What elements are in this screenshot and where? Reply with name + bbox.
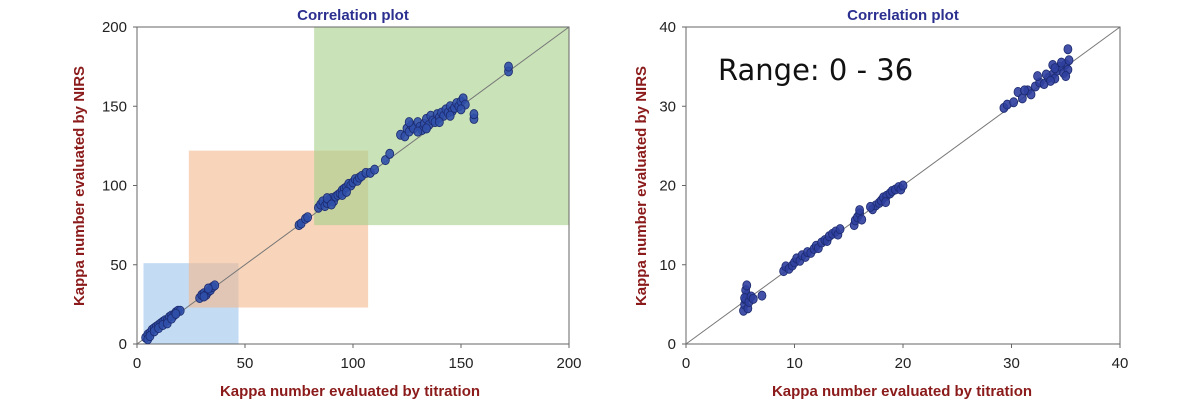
data-point bbox=[1046, 75, 1055, 86]
data-point bbox=[370, 164, 380, 175]
data-point bbox=[757, 290, 767, 301]
y-tick-label: 30 bbox=[659, 98, 676, 115]
x-tick-label: 0 bbox=[682, 355, 690, 372]
range-annotation: Range: 0 - 36 bbox=[718, 53, 913, 87]
correlation-plot-right: 0 10 20 30 40 0 10 20 30 40 Correlation plot Ran… bbox=[633, 7, 1128, 400]
y-tick-label: 150 bbox=[102, 98, 127, 115]
data-point bbox=[326, 199, 336, 210]
x-tick-label: 10 bbox=[786, 355, 803, 372]
data-point bbox=[835, 224, 845, 235]
data-point bbox=[857, 214, 867, 225]
x-tick-label: 30 bbox=[1003, 355, 1020, 372]
data-point bbox=[1057, 57, 1066, 68]
data-point bbox=[1050, 63, 1060, 74]
data-points bbox=[141, 61, 513, 345]
data-point bbox=[504, 61, 513, 72]
x-tick-labels: 0 10 20 30 40 bbox=[682, 344, 1129, 372]
y-tick-label: 100 bbox=[102, 178, 127, 195]
data-point bbox=[422, 123, 431, 134]
data-point bbox=[434, 117, 444, 128]
data-point bbox=[445, 110, 455, 121]
chart-title: Correlation plot bbox=[297, 7, 409, 24]
x-axis-label: Kappa number evaluated by titration bbox=[772, 383, 1032, 400]
y-tick-labels: 0 10 20 30 40 bbox=[659, 19, 686, 353]
data-point bbox=[1064, 55, 1074, 66]
data-point bbox=[469, 109, 479, 120]
data-point bbox=[199, 291, 209, 302]
x-tick-label: 150 bbox=[448, 355, 473, 372]
data-point bbox=[898, 180, 908, 191]
data-point bbox=[456, 104, 466, 115]
data-point bbox=[1009, 97, 1019, 108]
y-tick-label: 10 bbox=[659, 257, 676, 274]
x-tick-label: 200 bbox=[556, 355, 581, 372]
data-point bbox=[385, 148, 395, 159]
y-axis-label: Kappa number evaluated by NIRS bbox=[71, 66, 88, 306]
data-point bbox=[866, 201, 875, 212]
x-tick-label: 0 bbox=[133, 355, 141, 372]
data-point bbox=[342, 186, 351, 197]
x-tick-label: 50 bbox=[237, 355, 254, 372]
data-point bbox=[1061, 71, 1071, 82]
y-tick-label: 0 bbox=[119, 336, 127, 353]
y-tick-labels: 0 50 100 150 200 bbox=[102, 19, 137, 353]
x-tick-label: 40 bbox=[1112, 355, 1129, 372]
data-point bbox=[881, 197, 891, 208]
chart-title: Correlation plot bbox=[847, 7, 959, 24]
y-axis-label: Kappa number evaluated by NIRS bbox=[633, 66, 650, 306]
data-points bbox=[739, 44, 1074, 316]
y-tick-label: 20 bbox=[659, 178, 676, 195]
x-tick-label: 100 bbox=[340, 355, 365, 372]
y-tick-label: 40 bbox=[659, 19, 676, 36]
y-tick-label: 200 bbox=[102, 19, 127, 36]
data-point bbox=[1033, 71, 1042, 82]
data-point bbox=[1063, 44, 1073, 55]
y-tick-label: 50 bbox=[110, 257, 127, 274]
data-point bbox=[171, 308, 181, 319]
x-axis-label: Kappa number evaluated by titration bbox=[220, 383, 480, 400]
data-point bbox=[1020, 85, 1029, 96]
data-point bbox=[303, 212, 313, 223]
data-point bbox=[203, 283, 213, 294]
x-tick-label: 20 bbox=[895, 355, 912, 372]
data-point bbox=[404, 117, 414, 128]
correlation-plot-left: 0 50 100 150 200 0 50 100 150 200 Correlation pl… bbox=[71, 7, 582, 400]
data-point bbox=[748, 293, 758, 304]
x-tick-labels: 0 50 100 150 200 bbox=[133, 344, 582, 372]
data-point bbox=[413, 126, 423, 137]
data-point bbox=[855, 205, 864, 216]
highlight-regions bbox=[143, 27, 569, 344]
y-tick-label: 0 bbox=[668, 336, 676, 353]
data-point bbox=[742, 280, 752, 291]
